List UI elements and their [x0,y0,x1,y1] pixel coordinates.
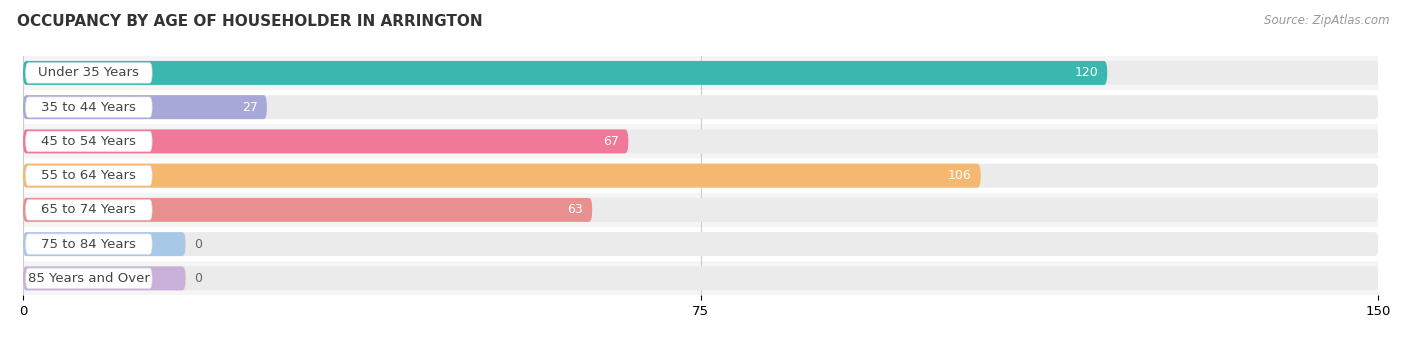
Text: Source: ZipAtlas.com: Source: ZipAtlas.com [1264,14,1389,27]
FancyBboxPatch shape [25,166,152,186]
Text: 45 to 54 Years: 45 to 54 Years [41,135,136,148]
Text: Under 35 Years: Under 35 Years [38,66,139,80]
Text: 0: 0 [194,272,202,285]
FancyBboxPatch shape [22,130,628,153]
FancyBboxPatch shape [22,261,1378,295]
Text: 106: 106 [948,169,972,182]
FancyBboxPatch shape [22,124,1378,158]
FancyBboxPatch shape [22,266,1378,290]
FancyBboxPatch shape [22,193,1378,227]
FancyBboxPatch shape [22,61,1108,85]
FancyBboxPatch shape [22,164,1378,188]
FancyBboxPatch shape [22,95,267,119]
Text: 85 Years and Over: 85 Years and Over [28,272,150,285]
FancyBboxPatch shape [25,268,152,289]
FancyBboxPatch shape [22,61,1378,85]
FancyBboxPatch shape [22,56,1378,90]
FancyBboxPatch shape [25,97,152,117]
FancyBboxPatch shape [25,200,152,220]
FancyBboxPatch shape [25,131,152,152]
Text: 63: 63 [568,203,583,216]
Text: 55 to 64 Years: 55 to 64 Years [41,169,136,182]
FancyBboxPatch shape [22,232,1378,256]
FancyBboxPatch shape [22,227,1378,261]
FancyBboxPatch shape [22,198,592,222]
Text: 0: 0 [194,238,202,251]
FancyBboxPatch shape [22,232,186,256]
FancyBboxPatch shape [25,234,152,254]
FancyBboxPatch shape [22,130,1378,153]
FancyBboxPatch shape [22,158,1378,193]
Text: 27: 27 [242,101,257,114]
FancyBboxPatch shape [22,266,186,290]
Text: 75 to 84 Years: 75 to 84 Years [41,238,136,251]
FancyBboxPatch shape [22,164,981,188]
FancyBboxPatch shape [25,63,152,83]
Text: 65 to 74 Years: 65 to 74 Years [41,203,136,216]
Text: 35 to 44 Years: 35 to 44 Years [41,101,136,114]
FancyBboxPatch shape [22,90,1378,124]
Text: 67: 67 [603,135,619,148]
FancyBboxPatch shape [22,95,1378,119]
Text: OCCUPANCY BY AGE OF HOUSEHOLDER IN ARRINGTON: OCCUPANCY BY AGE OF HOUSEHOLDER IN ARRIN… [17,14,482,29]
FancyBboxPatch shape [22,198,1378,222]
Text: 120: 120 [1074,66,1098,80]
